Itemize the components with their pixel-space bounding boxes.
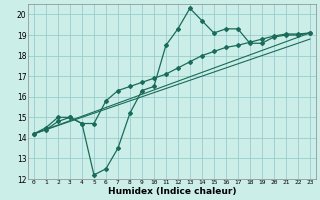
X-axis label: Humidex (Indice chaleur): Humidex (Indice chaleur): [108, 187, 236, 196]
